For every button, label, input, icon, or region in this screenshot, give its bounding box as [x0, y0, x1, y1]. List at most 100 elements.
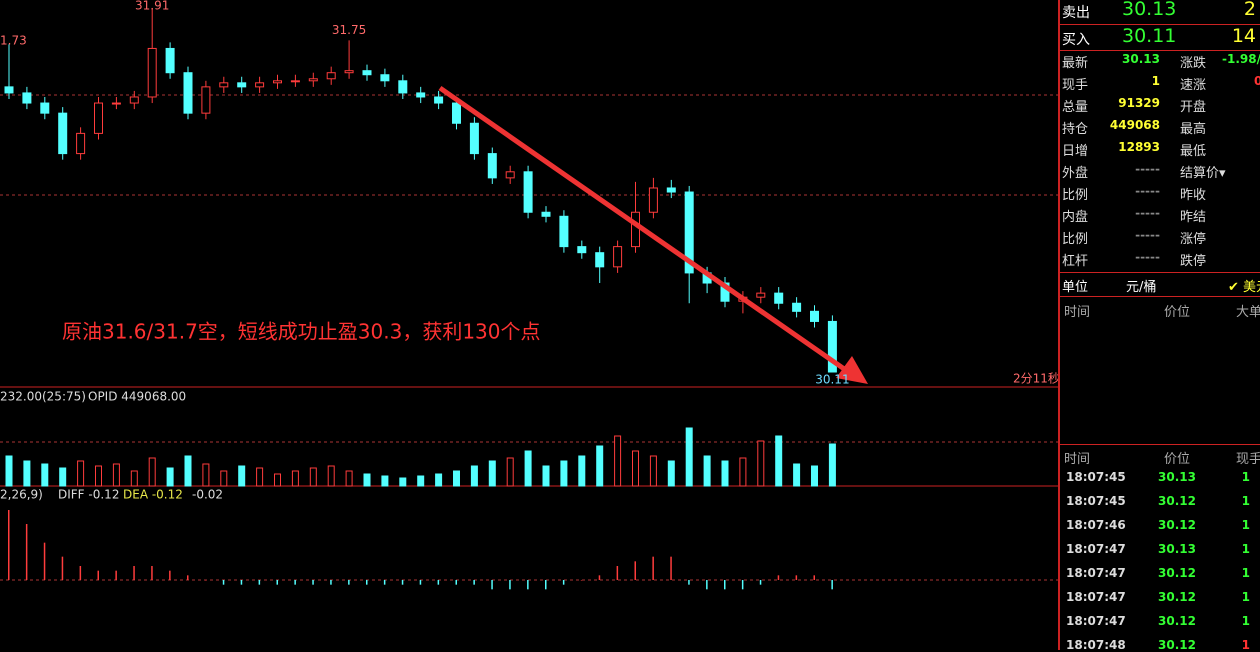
volume-bar	[524, 450, 532, 487]
trade-qty: 1	[1241, 470, 1250, 484]
macd-header: -0.02	[192, 488, 223, 502]
candle-body	[183, 72, 193, 114]
trade-time: 18:07:47	[1066, 590, 1126, 604]
trade-qty: 1	[1241, 518, 1250, 532]
volume-bar	[596, 445, 604, 487]
stat-value: 449068	[1109, 118, 1160, 132]
quote-label: 买入	[1062, 32, 1090, 48]
stat-value: -----	[1135, 228, 1160, 242]
volume-bar	[453, 470, 460, 487]
volume-bar	[435, 473, 443, 487]
trade-time: 18:07:47	[1066, 614, 1126, 628]
macd-bar	[616, 566, 619, 580]
volume-bar	[5, 455, 13, 487]
candle-body	[40, 102, 50, 114]
quote-qty: 14	[1231, 25, 1256, 47]
macd-bar	[204, 580, 207, 581]
candle-body	[666, 187, 676, 193]
stat-value: 91329	[1118, 96, 1160, 110]
macd-bar	[258, 580, 261, 585]
macd-header: DEA -0.12	[123, 488, 183, 502]
volume-bar	[811, 465, 818, 487]
volume-bar	[184, 455, 192, 487]
candle-body	[827, 320, 837, 373]
volume-bar	[685, 427, 693, 487]
volume-bar	[291, 470, 299, 487]
quote-label: 卖出	[1062, 5, 1090, 21]
macd-bar	[169, 570, 171, 580]
candle-body	[326, 72, 336, 80]
candle-body	[595, 252, 605, 268]
countdown: 2分11秒	[1013, 372, 1058, 386]
candle-body	[344, 70, 354, 74]
candle-body	[452, 102, 461, 124]
candle-body	[273, 80, 282, 84]
column-header: 时间	[1064, 305, 1091, 320]
candle-body	[613, 246, 623, 268]
quote-price: 30.11	[1122, 25, 1177, 47]
stat-label: 现手	[1062, 78, 1089, 93]
trade-price: 30.12	[1158, 494, 1196, 508]
candle-body	[76, 132, 86, 155]
trade-qty: 1	[1241, 638, 1250, 652]
macd-bar	[330, 580, 332, 585]
candle-body	[111, 102, 121, 105]
volume-bar	[59, 467, 67, 487]
trade-qty: 1	[1241, 494, 1250, 508]
price-label: 1.73	[0, 34, 27, 48]
macd-header: DIFF -0.12	[58, 488, 119, 502]
stat-label: 最低	[1180, 144, 1207, 159]
stat-label: 最高	[1180, 122, 1207, 137]
macd-bar	[187, 575, 189, 580]
volume-bar	[309, 467, 317, 487]
separator	[1060, 444, 1260, 445]
volume-bar	[327, 465, 335, 487]
volume-header: 232.00(25:75)	[0, 390, 86, 404]
quote-price: 30.13	[1122, 0, 1177, 20]
macd-bar	[61, 556, 64, 580]
stat-label: 总量	[1062, 100, 1089, 115]
stat-value: 1	[1151, 74, 1160, 88]
stat-label: 开盘	[1180, 100, 1207, 115]
candle-body	[237, 82, 247, 88]
macd-bar	[97, 570, 99, 580]
candle-body	[165, 47, 175, 74]
macd-bar	[634, 561, 636, 580]
volume-bar	[542, 465, 550, 487]
macd-bar	[759, 580, 762, 585]
candle-body	[398, 80, 408, 94]
volume-bar	[703, 455, 711, 487]
candle-body	[523, 171, 533, 213]
candle-body	[434, 96, 444, 104]
trade-time: 18:07:47	[1066, 566, 1126, 580]
candle-body	[774, 292, 784, 304]
macd-bar	[688, 580, 690, 585]
candle-body	[487, 153, 497, 179]
volume-bar	[95, 465, 102, 487]
macd-bar	[222, 580, 225, 585]
stat-label: 比例	[1062, 188, 1089, 203]
macd-bar	[741, 580, 744, 590]
candle-body	[505, 171, 515, 179]
trade-time: 18:07:48	[1066, 638, 1126, 652]
volume-bar	[112, 463, 120, 487]
macd-bar	[455, 580, 457, 585]
stat-label: 外盘	[1062, 166, 1089, 181]
macd-bar	[312, 580, 314, 585]
macd-bar	[240, 580, 243, 585]
volume-header: OPID 449068.00	[88, 390, 186, 404]
stat-label: 跌停	[1180, 254, 1207, 269]
macd-bar	[151, 566, 153, 580]
trade-price: 30.13	[1158, 542, 1196, 556]
volume-bar	[166, 467, 174, 487]
volume-bar	[757, 440, 765, 487]
candle-body	[631, 211, 640, 248]
stat-value: -----	[1135, 206, 1160, 220]
candle-body	[201, 86, 211, 114]
trade-price: 30.12	[1158, 566, 1196, 580]
trade-time: 18:07:45	[1066, 494, 1126, 508]
stat-label: 杠杆	[1062, 254, 1089, 269]
macd-bar	[383, 580, 386, 585]
volume-bar	[632, 450, 639, 487]
macd-bar	[348, 580, 350, 585]
